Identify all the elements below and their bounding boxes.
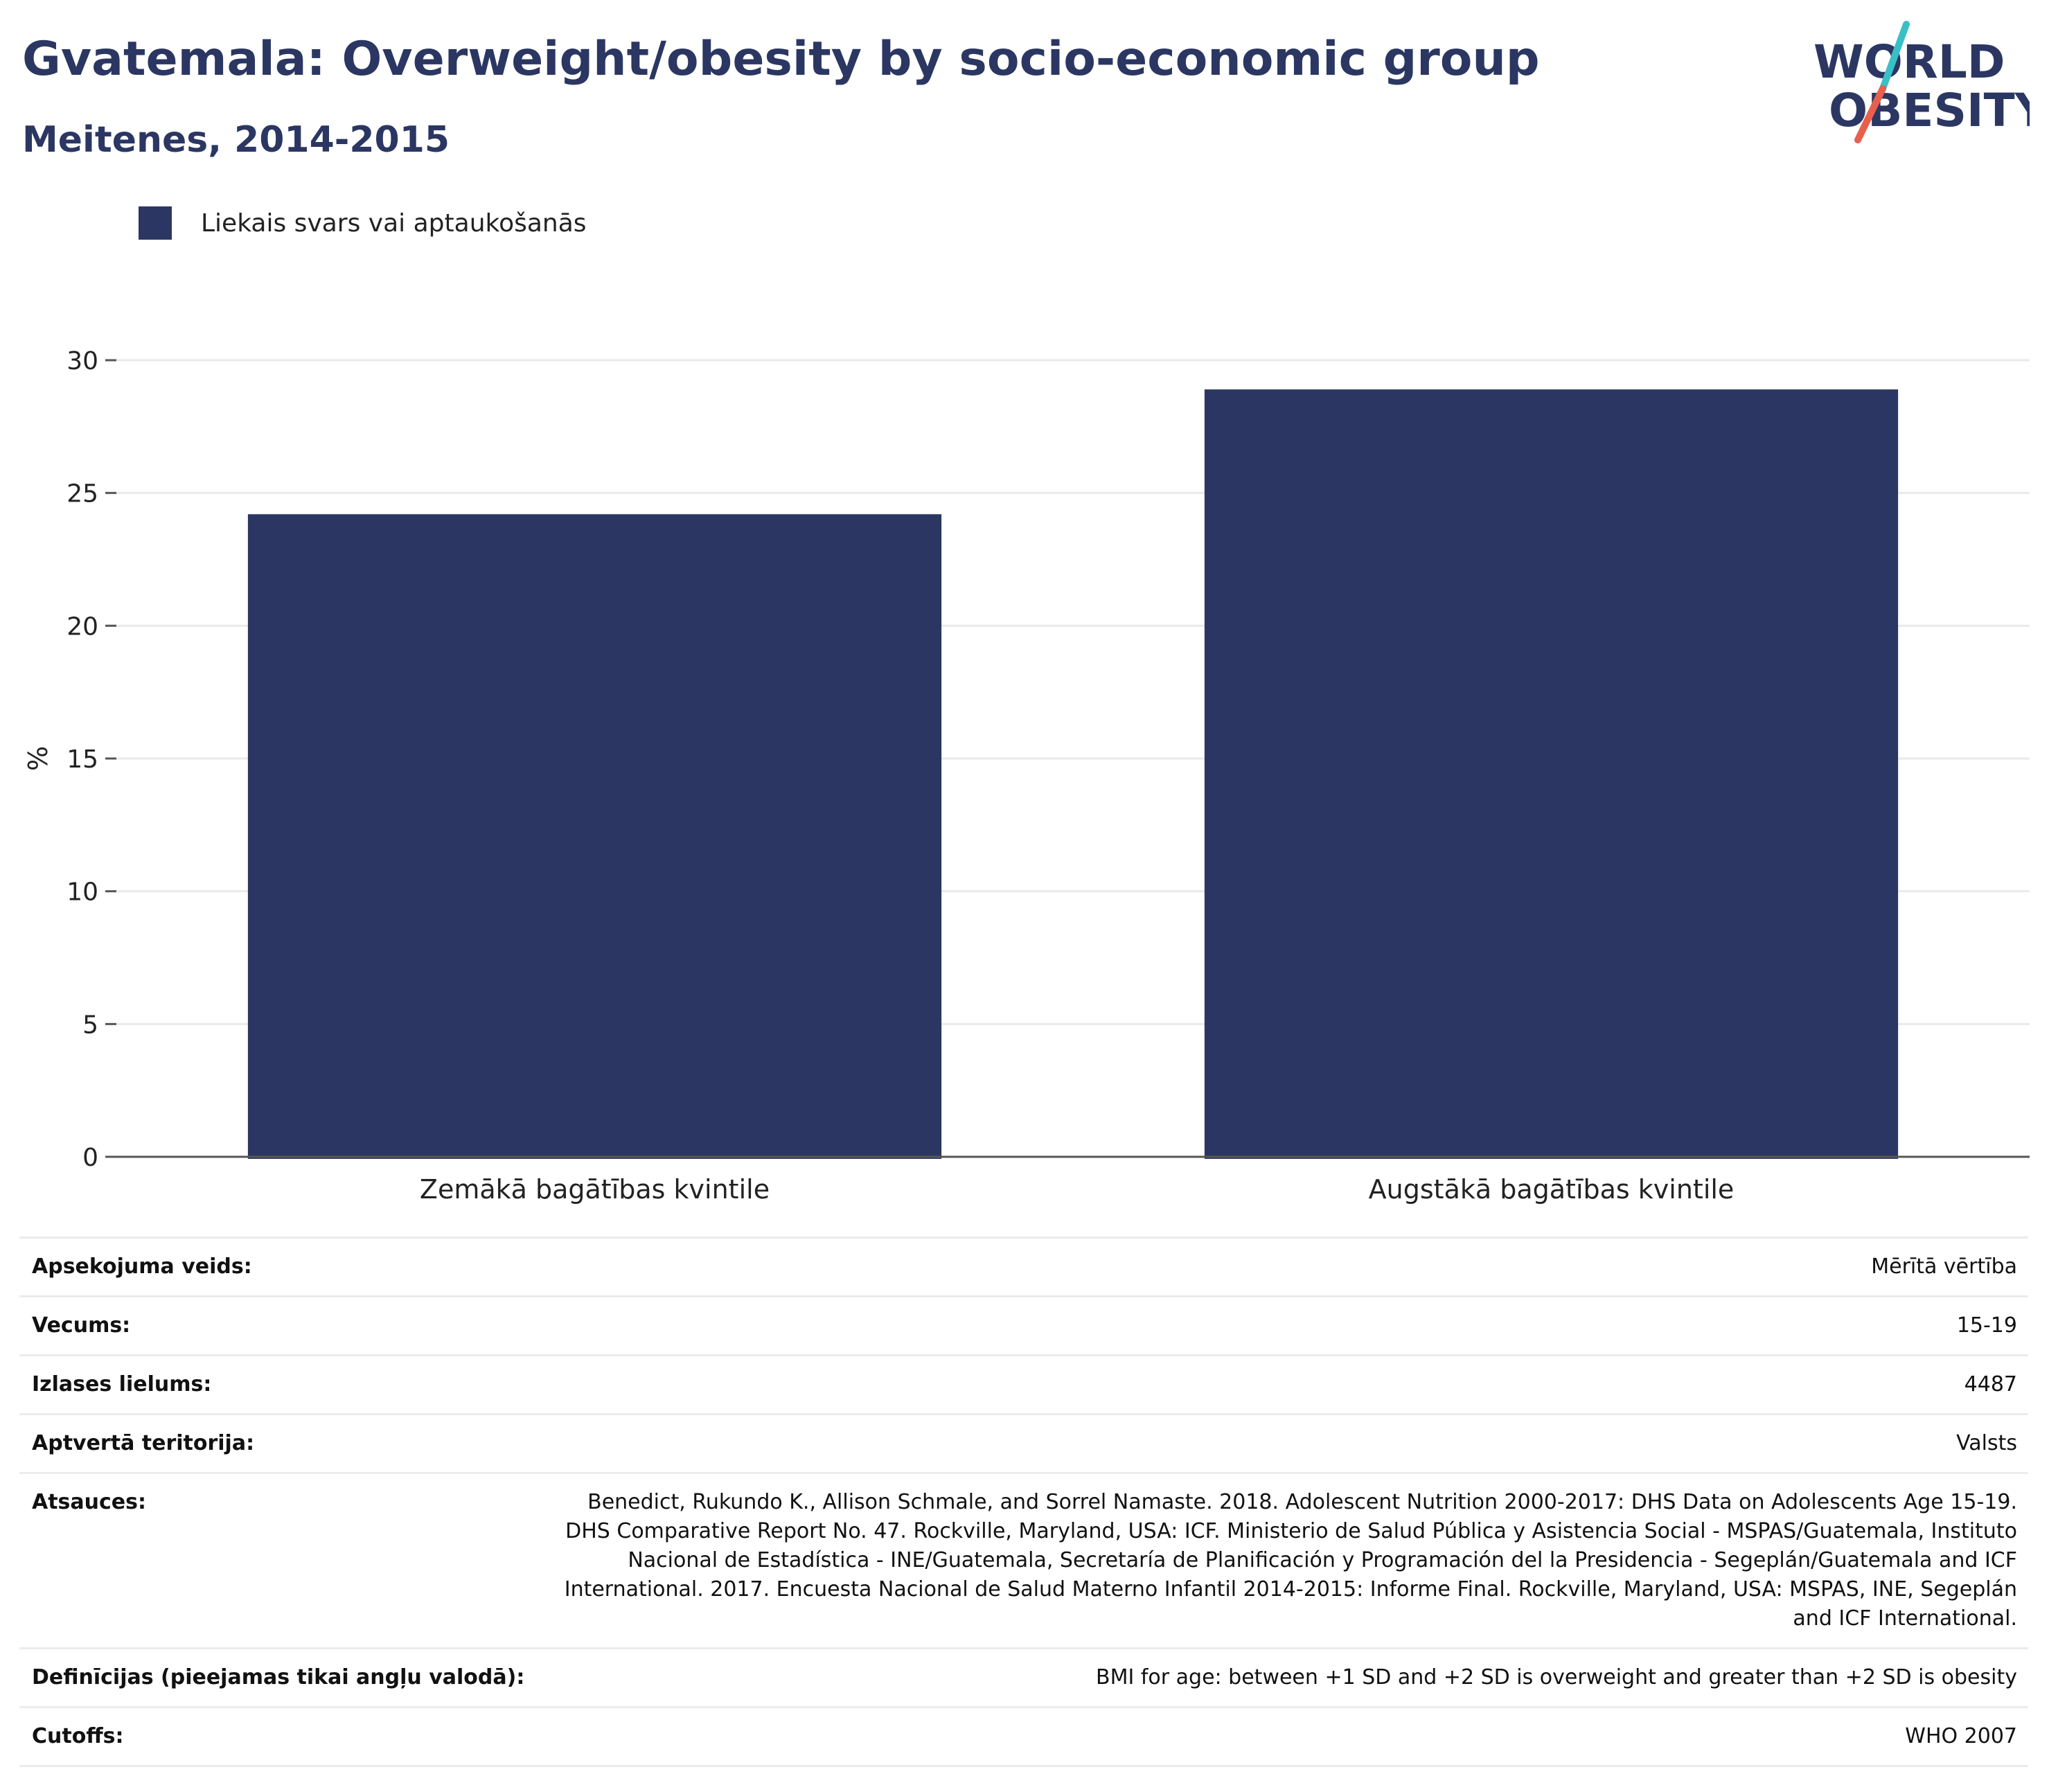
y-tick-label: 15: [66, 745, 98, 774]
info-label: Atsauces:: [19, 1472, 542, 1649]
info-row: Izlases lielums: 4487: [19, 1354, 2028, 1415]
logo-slash-bottom: [1854, 85, 1886, 143]
y-tick-label: 0: [82, 1144, 98, 1172]
info-label: Izlases lielums:: [19, 1354, 542, 1415]
info-label: Definīcijas (pieejamas tikai angļu valod…: [19, 1647, 542, 1708]
info-row: Definīcijas (pieejamas tikai angļu valod…: [19, 1647, 2028, 1708]
logo-word-obesity: OBESITY: [1829, 84, 2030, 137]
info-value: Valsts: [542, 1413, 2028, 1474]
info-row: Aptvertā teritorija: Valsts: [19, 1413, 2028, 1474]
y-tick-label: 10: [66, 878, 98, 907]
world-obesity-logo: WORLD OBESITY: [1813, 21, 2030, 143]
info-label: Apsekojuma veids:: [19, 1236, 542, 1297]
info-row: Cutoffs: WHO 2007: [19, 1706, 2028, 1767]
logo-word-world: WORLD: [1813, 35, 2005, 89]
info-value: 15-19: [542, 1295, 2028, 1356]
legend[interactable]: Liekais svars vai aptaukošanās: [139, 206, 587, 240]
info-row: Apsekojuma veids: Mērītā vērtība: [19, 1236, 2028, 1297]
info-value: BMI for age: between +1 SD and +2 SD is …: [542, 1647, 2028, 1708]
y-axis-label: %: [23, 746, 53, 771]
y-tick-label: 5: [82, 1011, 98, 1039]
x-category-label: Zemākā bagātības kvintile: [420, 1174, 770, 1205]
chart-subtitle: Meitenes, 2014-2015: [22, 119, 450, 161]
bar-chart: 0 5 10 15 20 25 30% Zemākā bagātības kvintile Au…: [23, 347, 2030, 1205]
info-label: Aptvertā teritorija:: [19, 1413, 542, 1474]
y-tick-label: 20: [66, 612, 98, 641]
legend-swatch: [139, 206, 172, 240]
info-value: Benedict, Rukundo K., Allison Schmale, a…: [542, 1472, 2028, 1649]
x-category-label: Augstākā bagātības kvintile: [1369, 1174, 1735, 1205]
info-label: Vecums:: [19, 1295, 542, 1356]
logo-slash-top: [1879, 21, 1910, 92]
info-row: Atsauces: Benedict, Rukundo K., Allison S…: [19, 1472, 2028, 1649]
y-tick-label: 25: [66, 480, 98, 508]
legend-label: Liekais svars vai aptaukošanās: [201, 209, 587, 238]
info-label: Cutoffs:: [19, 1706, 542, 1767]
info-value: WHO 2007: [542, 1706, 2028, 1767]
bar: [1204, 389, 1899, 1159]
info-row: Vecums: 15-19: [19, 1295, 2028, 1356]
info-table: Apsekojuma veids: Mērītā vērtība Vecums: 15…: [19, 1236, 2028, 1767]
y-tick-label: 30: [66, 347, 98, 375]
info-value: 4487: [542, 1354, 2028, 1415]
bar: [247, 514, 942, 1159]
info-value: Mērītā vērtība: [542, 1236, 2028, 1297]
chart-title: Gvatemala: Overweight/obesity by socio-e…: [22, 32, 1540, 87]
